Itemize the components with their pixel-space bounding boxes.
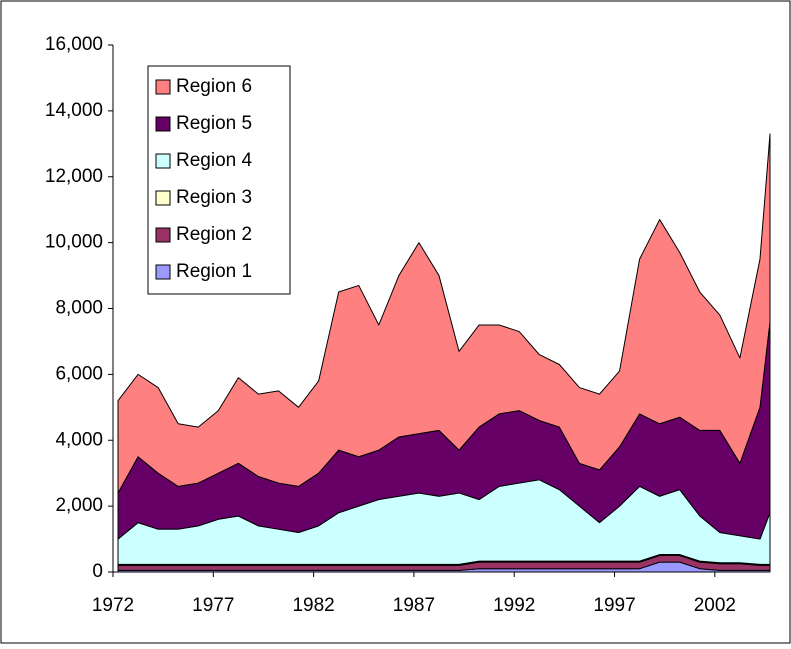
y-tick-label: 10,000 xyxy=(45,232,103,253)
y-tick-label: 6,000 xyxy=(55,363,103,384)
y-tick-label: 0 xyxy=(92,561,103,582)
legend-swatch xyxy=(155,190,171,206)
legend-swatch xyxy=(155,116,171,132)
legend-label: Region 1 xyxy=(176,261,252,282)
y-tick-label: 8,000 xyxy=(55,298,103,319)
y-tick-label: 2,000 xyxy=(55,495,103,516)
x-tick-label: 1982 xyxy=(292,595,334,616)
legend-label: Region 4 xyxy=(176,150,252,171)
y-tick-label: 14,000 xyxy=(45,100,103,121)
x-tick-label: 2002 xyxy=(694,595,736,616)
legend-label: Region 6 xyxy=(176,76,252,97)
legend-box xyxy=(147,65,291,295)
x-tick-label: 1972 xyxy=(92,595,134,616)
legend-swatch xyxy=(155,153,171,169)
x-tick-label: 1992 xyxy=(493,595,535,616)
legend-label: Region 3 xyxy=(176,187,252,208)
legend-swatch xyxy=(155,227,171,243)
legend-label: Region 2 xyxy=(176,224,252,245)
x-tick-label: 1987 xyxy=(393,595,435,616)
legend-swatch xyxy=(155,264,171,280)
y-tick-label: 4,000 xyxy=(55,429,103,450)
y-tick-label: 16,000 xyxy=(45,34,103,55)
x-tick-label: 1977 xyxy=(192,595,234,616)
x-tick-label: 1997 xyxy=(593,595,635,616)
y-tick-label: 12,000 xyxy=(45,166,103,187)
legend-label: Region 5 xyxy=(176,113,252,134)
legend-swatch xyxy=(155,79,171,95)
area xyxy=(117,133,771,494)
